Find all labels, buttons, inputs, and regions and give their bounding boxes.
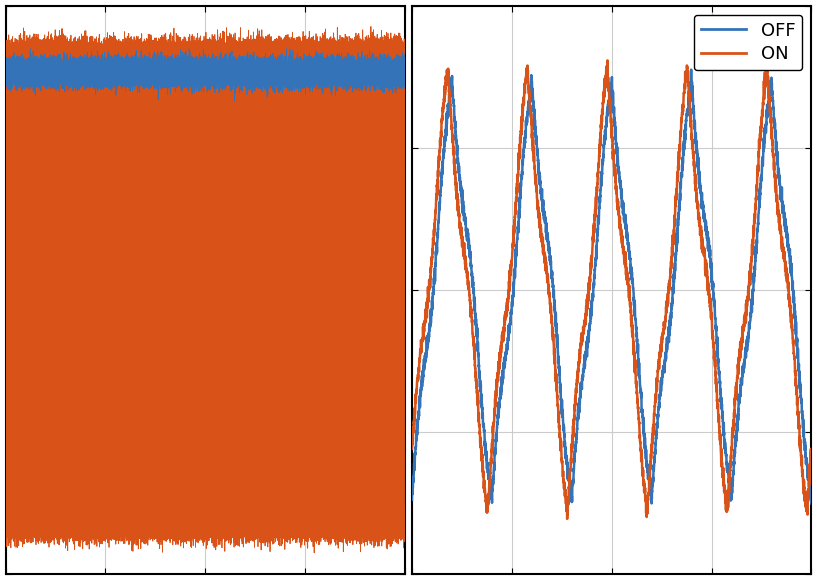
Legend: OFF, ON: OFF, ON xyxy=(694,14,802,70)
